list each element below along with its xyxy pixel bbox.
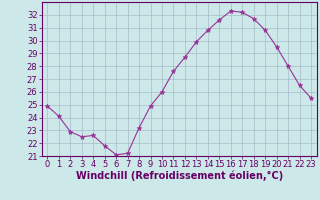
X-axis label: Windchill (Refroidissement éolien,°C): Windchill (Refroidissement éolien,°C)	[76, 171, 283, 181]
